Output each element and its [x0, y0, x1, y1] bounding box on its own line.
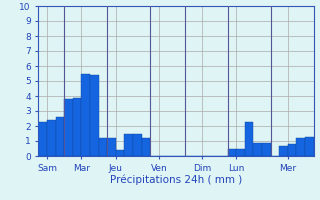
- Bar: [99, 138, 107, 156]
- Bar: [116, 150, 124, 156]
- Bar: [236, 148, 245, 156]
- Bar: [90, 75, 99, 156]
- Bar: [279, 146, 288, 156]
- Bar: [73, 98, 81, 156]
- X-axis label: Précipitations 24h ( mm ): Précipitations 24h ( mm ): [110, 174, 242, 185]
- Bar: [228, 148, 236, 156]
- Bar: [133, 134, 141, 156]
- Bar: [56, 117, 64, 156]
- Bar: [142, 138, 150, 156]
- Bar: [124, 134, 133, 156]
- Bar: [81, 73, 90, 156]
- Bar: [38, 121, 47, 156]
- Bar: [245, 121, 253, 156]
- Bar: [107, 138, 116, 156]
- Bar: [253, 142, 262, 156]
- Bar: [296, 138, 305, 156]
- Bar: [47, 120, 56, 156]
- Bar: [305, 137, 314, 156]
- Bar: [64, 99, 73, 156]
- Bar: [288, 144, 296, 156]
- Bar: [262, 142, 271, 156]
